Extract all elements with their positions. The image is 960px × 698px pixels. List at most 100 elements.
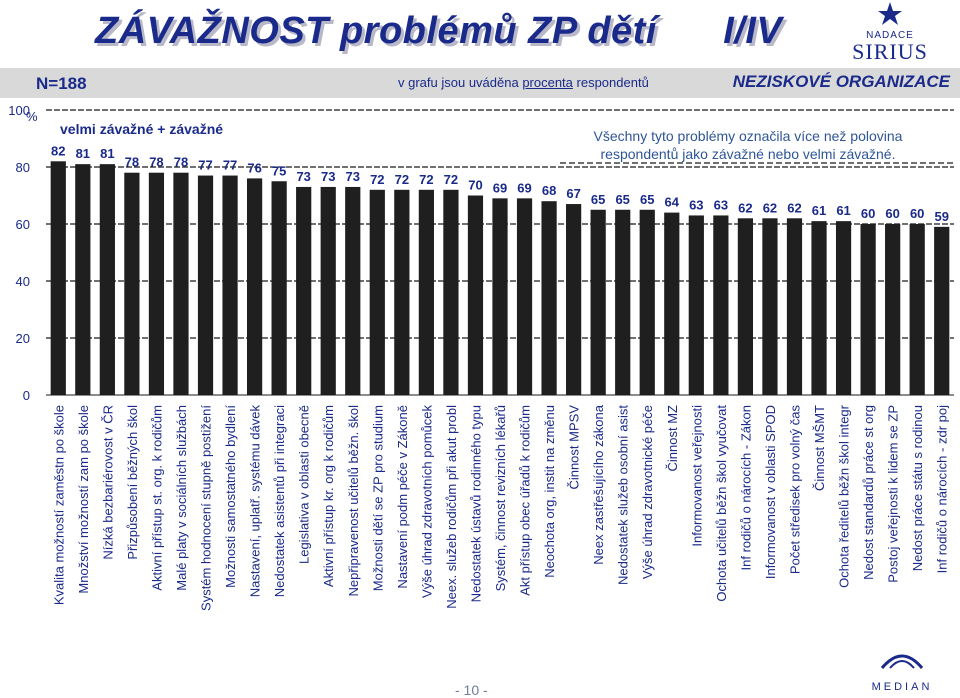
bar (786, 218, 803, 395)
bar (75, 164, 91, 395)
category-label: Nedostatek asistentů při integraci (272, 405, 287, 597)
data-label: 67 (566, 186, 580, 201)
data-label: 70 (468, 178, 482, 193)
data-label: 78 (149, 155, 163, 170)
units-note-link: procenta (522, 75, 573, 90)
category-label: Neex zastřešujícího zákona (591, 404, 606, 564)
bar (99, 164, 115, 395)
category-label: Možnosti samostatného bydlení (223, 405, 238, 588)
category-label: Akt přístup obec úřadů k rodičům (518, 405, 533, 596)
category-label: Neex. služeb rodičům při akut probl (444, 405, 459, 609)
bar (713, 215, 729, 395)
median-mark-icon (880, 654, 924, 669)
bar (811, 221, 827, 395)
data-label: 62 (787, 200, 801, 215)
data-label: 62 (738, 200, 752, 215)
data-label: 61 (812, 203, 826, 218)
category-label: Výše úhrad zdravotních pomůcek (419, 405, 434, 598)
category-label: Neochota org, instit na změnu (542, 405, 557, 578)
category-label: Systém hodnocení stupně postižení (199, 405, 214, 611)
category-label: Činnost MŠMT (812, 405, 827, 491)
bar (590, 209, 606, 395)
data-label: 65 (640, 192, 654, 207)
category-label: Aktivní přístup kr. org k rodičům (321, 405, 336, 587)
category-label: Nastavení podm péče v Zákoně (395, 405, 410, 589)
data-label: 60 (861, 206, 875, 221)
bar (664, 212, 680, 395)
category-label: Nastavení, uplatř. systému dávek (248, 405, 263, 598)
data-label: 61 (836, 203, 850, 218)
bar (369, 189, 385, 395)
data-label: 64 (665, 195, 680, 210)
bar (148, 172, 165, 395)
data-label: 75 (272, 163, 286, 178)
bar (124, 172, 140, 395)
y-tick-label: 60 (16, 217, 30, 232)
category-label: Množství možností zam po škole (76, 405, 91, 594)
data-label: 63 (714, 197, 728, 212)
bar (492, 198, 508, 395)
bar (320, 186, 336, 395)
data-label: 69 (517, 180, 531, 195)
category-label: Výše úhrad zdravotnické péče (640, 405, 655, 579)
logo-top-text: NADACE (866, 30, 914, 41)
category-label: Systém, činnost revizních lékařů (493, 405, 508, 591)
bar (271, 181, 287, 395)
data-label: 78 (125, 155, 139, 170)
data-label: 77 (198, 158, 212, 173)
bar (934, 226, 950, 395)
data-label: 73 (296, 169, 310, 184)
bar (173, 172, 189, 395)
bar (639, 209, 655, 395)
category-label: Nedost práce státu s rodinou (910, 405, 925, 571)
segment-label: NEZISKOVÉ ORGANIZACE (732, 72, 950, 91)
bar (860, 224, 876, 395)
bar (50, 161, 66, 395)
bar (909, 224, 925, 395)
data-label: 69 (493, 180, 507, 195)
category-label: Legislativa v oblasti obecně (297, 405, 312, 564)
median-logo: MEDIAN (862, 650, 942, 693)
bar (762, 218, 778, 395)
category-label: Počet středisek pro volný čas (787, 405, 802, 575)
data-label: 65 (615, 192, 629, 207)
callout-text: respondentů jako závažné nebo velmi záva… (601, 146, 896, 162)
nadace-sirius-logo: NADACE SIRIUS (850, 0, 930, 66)
data-label: 68 (542, 183, 556, 198)
bar (566, 204, 582, 395)
data-label: 76 (247, 160, 261, 175)
category-label: Kvalita možností zaměstn po škole (51, 405, 66, 605)
bar (197, 175, 214, 395)
bar (418, 189, 434, 395)
category-label: Činnost MPSV (567, 405, 582, 490)
data-label: 78 (174, 155, 188, 170)
data-label: 72 (419, 172, 433, 187)
category-label: Možnosti dětí se ZP pro studium (370, 405, 385, 591)
median-text: MEDIAN (871, 681, 933, 693)
header-band (0, 68, 960, 98)
category-label: Ochota učitelů běžn škol vyučovat (714, 405, 729, 602)
category-label: Inf rodičů o nárocích - Zákon (738, 405, 753, 570)
bar (222, 175, 238, 395)
category-label: Činnost MZ (665, 405, 680, 472)
category-label: Ochota ředitelů běžn škol integr (837, 404, 852, 587)
units-note: v grafu jsou uváděna procenta respondent… (398, 75, 649, 90)
category-label: Nízká bezbariérovost v ČR (100, 405, 115, 560)
data-label: 81 (76, 146, 90, 161)
bar (345, 186, 361, 395)
data-label: 60 (910, 206, 924, 221)
y-tick-label: 0 (23, 388, 30, 403)
bar (467, 195, 484, 395)
bar (516, 198, 533, 395)
category-label: Informovanost veřejnosti (689, 405, 704, 547)
bar (688, 215, 704, 395)
category-label: Inf rodičů o nárocích - zdr poj (935, 405, 950, 573)
category-label: Nepřipravenost učitelů běžn. škol (346, 405, 361, 597)
bar (835, 221, 852, 395)
data-label: 73 (346, 169, 360, 184)
series-label: velmi závažné + závažné (60, 121, 223, 137)
category-label: Nedostatek ústavů rodinného typu (468, 405, 483, 602)
data-label: 72 (395, 172, 409, 187)
bar (246, 178, 263, 395)
